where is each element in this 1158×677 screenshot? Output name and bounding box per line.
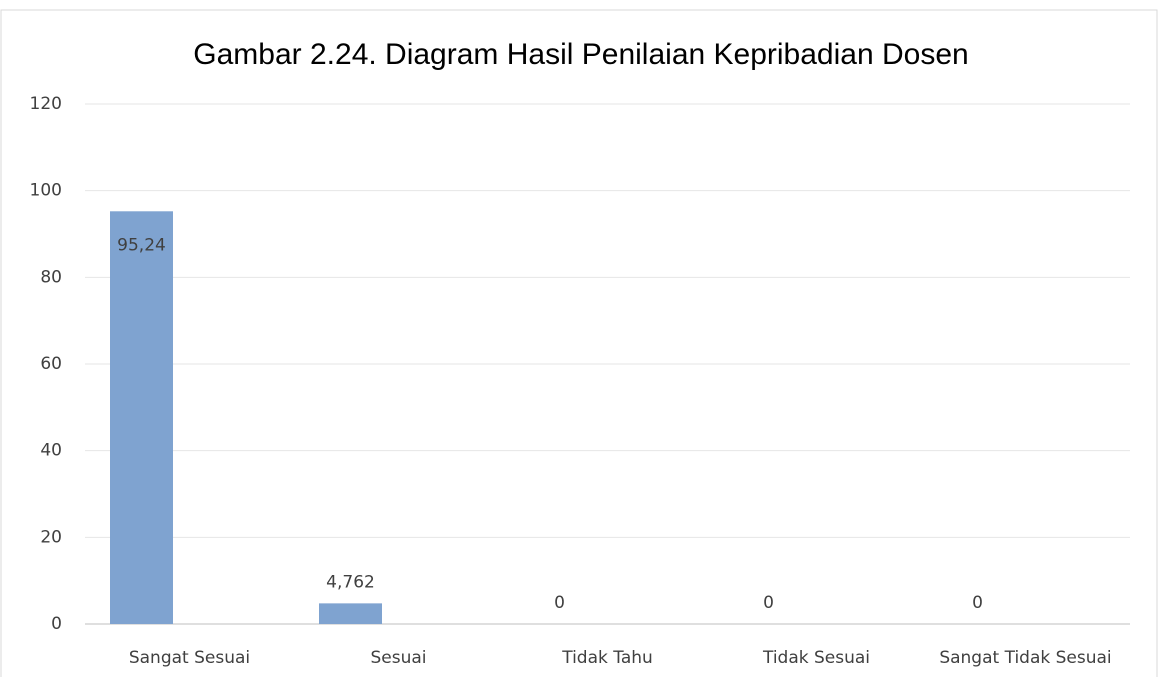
data-label: 0 (763, 593, 774, 613)
y-tick-label: 60 (40, 354, 62, 374)
y-tick-label: 0 (51, 614, 62, 634)
x-tick-label: Tidak Sesuai (762, 648, 870, 668)
y-tick-label: 100 (30, 181, 62, 201)
y-tick-label: 40 (40, 441, 62, 461)
y-tick-label: 120 (30, 94, 62, 114)
chart-title: Gambar 2.24. Diagram Hasil Penilaian Kep… (193, 38, 968, 71)
bar (319, 603, 382, 624)
x-tick-label: Sesuai (370, 648, 426, 668)
data-label: 0 (554, 593, 565, 613)
data-label: 0 (972, 593, 983, 613)
x-tick-label: Tidak Tahu (561, 648, 653, 668)
y-tick-label: 20 (40, 527, 62, 547)
data-label: 95,24 (117, 235, 166, 255)
x-tick-label: Sangat Sesuai (129, 648, 250, 668)
x-tick-label: Sangat Tidak Sesuai (939, 648, 1111, 668)
y-tick-label: 80 (40, 267, 62, 287)
data-label: 4,762 (326, 572, 375, 592)
bar (110, 211, 173, 624)
chart-border (0, 9, 1158, 677)
